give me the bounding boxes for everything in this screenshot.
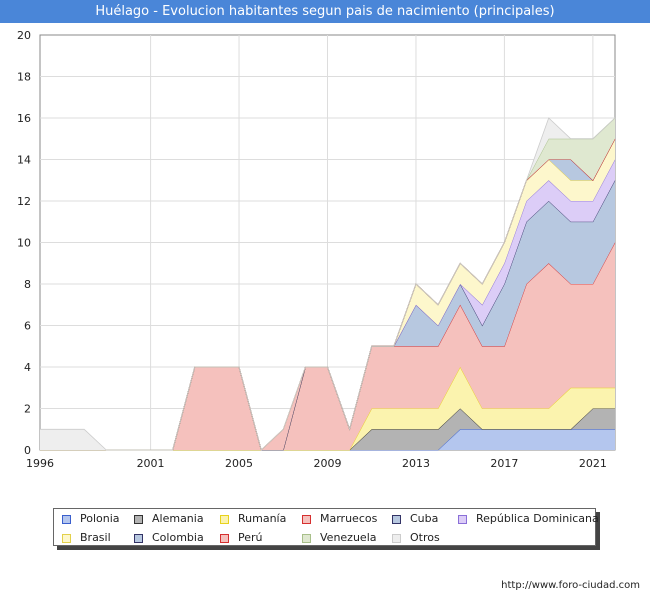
y-tick-label: 14 xyxy=(17,154,31,167)
legend-label: Polonia xyxy=(80,512,120,525)
x-axis-ticks: 1996 2001 2005 2009 2013 2017 2021 xyxy=(26,457,607,470)
legend-label: Venezuela xyxy=(320,531,377,544)
y-tick-label: 20 xyxy=(17,29,31,42)
legend-label: República Dominicana xyxy=(476,512,599,525)
legend-label: Perú xyxy=(238,531,263,544)
area-brasil xyxy=(40,138,615,451)
legend-label: Colombia xyxy=(152,531,204,544)
legend-swatch xyxy=(302,515,311,524)
x-tick-label: 2009 xyxy=(314,457,342,470)
legend-swatch xyxy=(62,515,71,524)
legend-label: Rumanía xyxy=(238,512,287,525)
area-cuba xyxy=(40,180,615,451)
y-tick-label: 2 xyxy=(24,403,31,416)
legend-swatch xyxy=(220,515,229,524)
legend-swatch xyxy=(302,534,311,543)
y-tick-label: 18 xyxy=(17,71,31,84)
x-tick-label: 2001 xyxy=(137,457,165,470)
y-tick-label: 10 xyxy=(17,237,31,250)
footer-url: http://www.foro-ciudad.com xyxy=(501,580,640,591)
x-tick-label: 2005 xyxy=(225,457,253,470)
legend-swatch xyxy=(392,534,401,543)
y-axis-ticks: 0 2 4 6 8 10 12 14 16 18 20 xyxy=(17,29,31,457)
stacked-areas xyxy=(40,117,616,451)
x-tick-label: 2013 xyxy=(402,457,430,470)
legend-label: Marruecos xyxy=(320,512,378,525)
legend-swatch xyxy=(458,515,467,524)
area-marruecos xyxy=(40,242,615,450)
legend-swatch xyxy=(134,515,143,524)
y-tick-label: 12 xyxy=(17,195,31,208)
legend: Polonia Alemania Rumanía Marruecos Cuba Repúb… xyxy=(53,508,599,546)
chart-title: Huélago - Evolucion habitantes segun pai… xyxy=(0,0,650,23)
legend-swatch xyxy=(392,515,401,524)
legend-label: Otros xyxy=(410,531,440,544)
x-tick-label: 2021 xyxy=(579,457,607,470)
legend-label: Cuba xyxy=(410,512,439,525)
x-tick-label: 1996 xyxy=(26,457,54,470)
legend-swatch xyxy=(134,534,143,543)
y-tick-label: 16 xyxy=(17,112,31,125)
y-tick-label: 6 xyxy=(24,320,31,333)
y-tick-label: 8 xyxy=(24,278,31,291)
area-line-otros xyxy=(40,117,616,451)
x-tick-label: 2017 xyxy=(490,457,518,470)
chart-area: 0 2 4 6 8 10 12 14 16 18 20 1996 2001 2005 2009 2013 20… xyxy=(17,29,616,470)
y-tick-label: 0 xyxy=(24,444,31,457)
area-venezuela xyxy=(40,118,615,450)
legend-label: Alemania xyxy=(152,512,204,525)
y-tick-label: 4 xyxy=(24,361,31,374)
area-polonia xyxy=(40,429,615,450)
legend-swatch xyxy=(62,534,71,543)
legend-swatch xyxy=(220,534,229,543)
legend-label: Brasil xyxy=(80,531,111,544)
